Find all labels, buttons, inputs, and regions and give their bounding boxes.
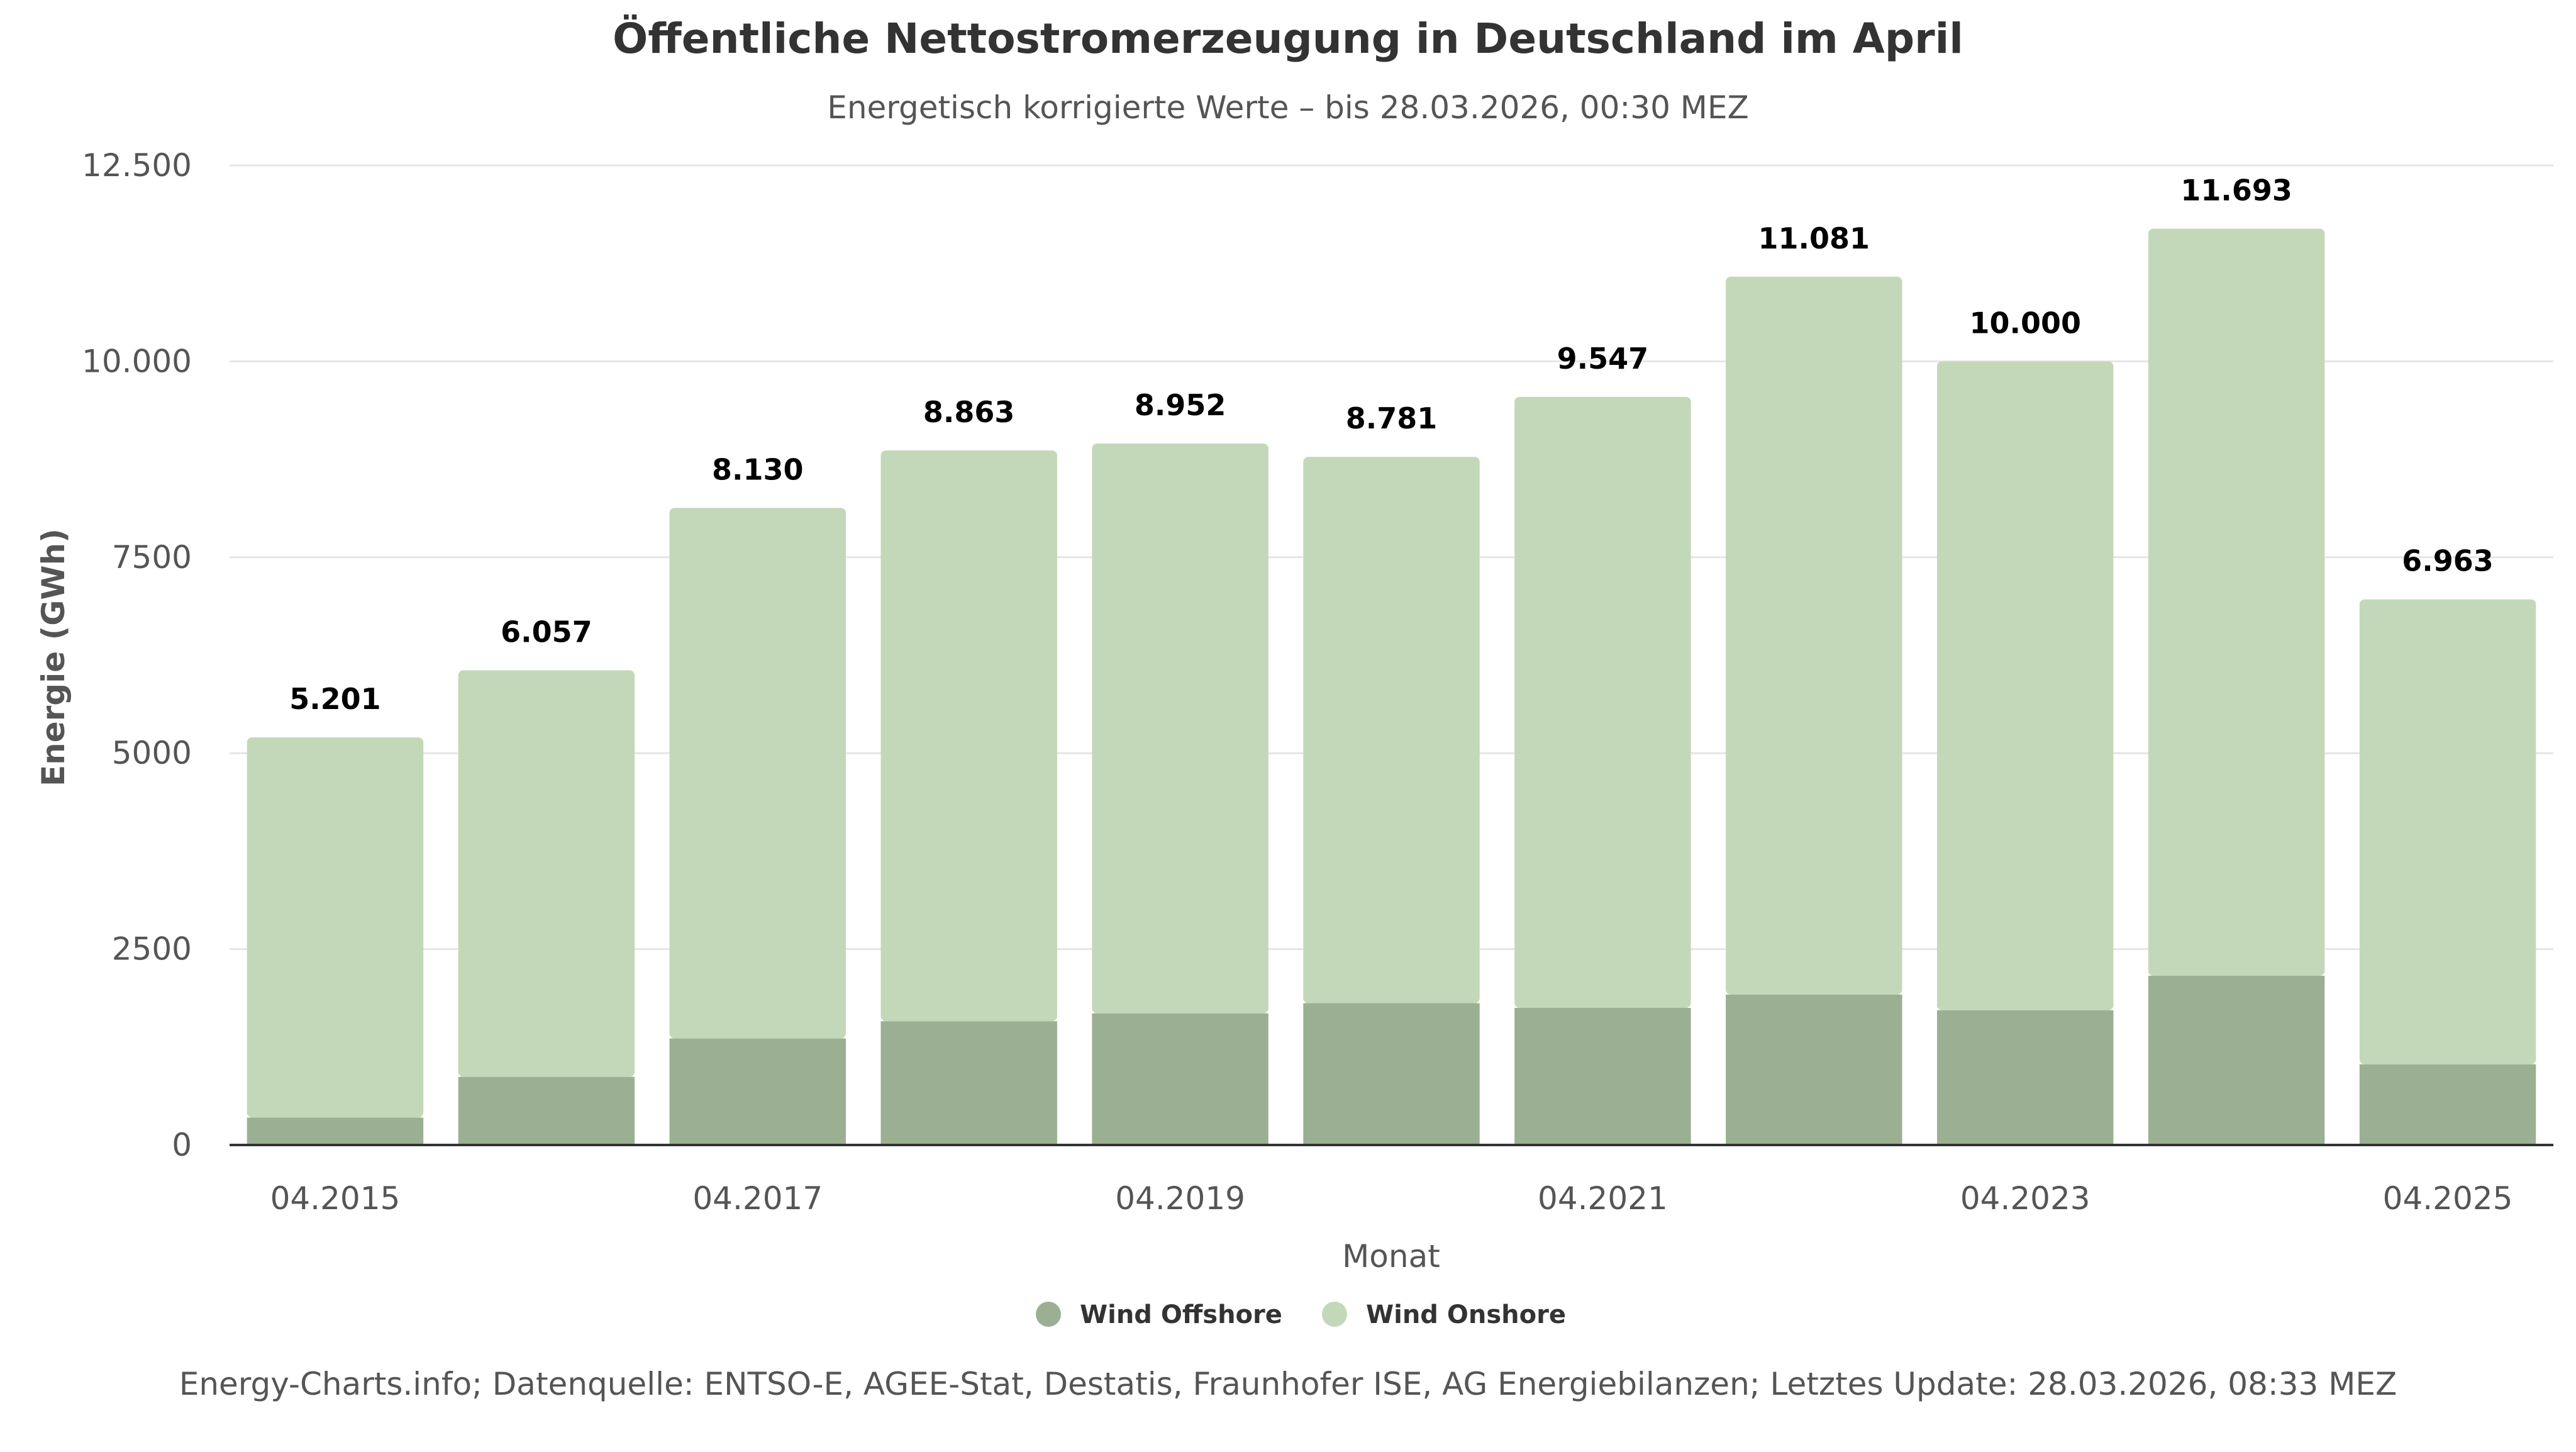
bar-wind-offshore[interactable] <box>458 1076 635 1146</box>
bar-total-label: 8.781 <box>1346 401 1438 435</box>
bar-wind-onshore[interactable] <box>880 450 1057 1022</box>
x-axis-ticks: 04.2015 04.2017 04.2019 04.2021 04.2023 04.20… <box>270 1180 2513 1217</box>
bar-total-label: 6.963 <box>2402 544 2494 578</box>
bar-wind-offshore[interactable] <box>669 1038 847 1146</box>
x-tick-label: 04.2017 <box>692 1180 823 1217</box>
legend-marker-icon <box>1036 1302 1061 1327</box>
bar-wind-onshore[interactable] <box>669 508 847 1039</box>
chart-subtitle: Energetisch korrigierte Werte – bis 28.0… <box>827 89 1749 126</box>
legend[interactable]: Wind Offshore Wind Onshore <box>1036 1300 1566 1329</box>
bar-total-label: 10.000 <box>1969 306 2081 340</box>
y-axis-title: Energie (GWh) <box>35 528 72 786</box>
legend-label: Wind Onshore <box>1366 1300 1566 1329</box>
y-tick-label: 7500 <box>112 539 192 576</box>
y-axis-ticks: 0 2500 5000 7500 10.000 12.500 <box>82 147 192 1163</box>
y-tick-label: 0 <box>172 1127 192 1163</box>
bar-wind-offshore[interactable] <box>1092 1013 1269 1146</box>
x-tick-label: 04.2025 <box>2383 1180 2513 1217</box>
bar-wind-onshore[interactable] <box>1514 396 1691 1008</box>
legend-marker-icon <box>1322 1302 1347 1327</box>
bar-total-label: 8.952 <box>1135 388 1226 422</box>
y-tick-label: 12.500 <box>82 147 192 184</box>
bar-wind-onshore[interactable] <box>1303 457 1480 1003</box>
bar-wind-offshore[interactable] <box>1936 1010 2114 1146</box>
legend-item-wind-offshore[interactable]: Wind Offshore <box>1036 1300 1282 1329</box>
y-tick-label: 2500 <box>112 931 192 968</box>
bar-wind-offshore[interactable] <box>247 1117 424 1146</box>
bar-total-label: 11.081 <box>1758 221 1870 255</box>
bar-wind-onshore[interactable] <box>1726 276 1902 995</box>
bar-wind-offshore[interactable] <box>2359 1064 2536 1146</box>
bar-total-label: 9.547 <box>1557 342 1649 376</box>
bar-wind-offshore[interactable] <box>880 1021 1057 1146</box>
legend-label: Wind Offshore <box>1080 1300 1282 1329</box>
x-tick-label: 04.2019 <box>1115 1180 1245 1217</box>
bar-wind-offshore[interactable] <box>1726 994 1902 1146</box>
x-tick-label: 04.2015 <box>270 1180 401 1217</box>
chart-credits: Energy-Charts.info; Datenquelle: ENTSO-E… <box>179 1366 2397 1402</box>
bar-wind-onshore[interactable] <box>1936 361 2114 1010</box>
x-tick-label: 04.2023 <box>1960 1180 2090 1217</box>
bar-total-label: 8.863 <box>923 395 1015 429</box>
x-axis-title: Monat <box>1342 1238 1440 1275</box>
bar-total-label: 5.201 <box>289 682 381 716</box>
x-tick-label: 04.2021 <box>1538 1180 1668 1217</box>
bar-wind-onshore[interactable] <box>247 737 424 1118</box>
bar-wind-onshore[interactable] <box>2359 599 2536 1064</box>
y-tick-label: 5000 <box>112 735 192 771</box>
bar-wind-offshore[interactable] <box>1514 1008 1691 1146</box>
bar-total-label: 6.057 <box>501 615 592 649</box>
bar-wind-offshore[interactable] <box>1303 1003 1480 1146</box>
bar-wind-onshore[interactable] <box>1092 443 1269 1014</box>
bar-total-label: 11.693 <box>2180 174 2292 208</box>
bar-total-label: 8.130 <box>712 452 804 486</box>
legend-item-wind-onshore[interactable]: Wind Onshore <box>1322 1300 1566 1329</box>
bars <box>247 228 2536 1146</box>
bar-wind-onshore[interactable] <box>2148 228 2325 976</box>
bar-wind-offshore[interactable] <box>2148 975 2325 1146</box>
y-tick-label: 10.000 <box>82 343 192 379</box>
chart-title: Öffentliche Nettostromerzeugung in Deuts… <box>613 14 1963 63</box>
data-labels: 5.201 6.057 8.130 8.863 8.952 8.781 9.547 11.08… <box>289 174 2494 717</box>
bar-wind-onshore[interactable] <box>458 670 635 1077</box>
